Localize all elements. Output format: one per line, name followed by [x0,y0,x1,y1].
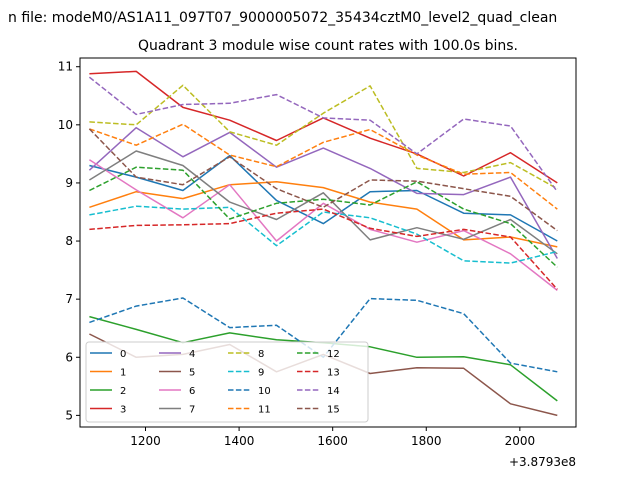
legend-label-10: 10 [258,386,271,397]
legend-label-15: 15 [327,405,340,416]
legend-label-11: 11 [258,405,271,416]
y-tick-label: 9 [65,176,73,190]
series-line-13 [89,208,558,290]
x-tick-label: 1400 [224,434,255,448]
series-line-0 [89,154,558,242]
y-axis: 5 6 7 8 9 10 11 [58,60,80,422]
legend-label-13: 13 [327,368,340,379]
legend-box [85,341,369,423]
series-line-4 [88,126,558,259]
y-tick-label: 11 [58,60,73,74]
legend-label-9: 9 [258,368,264,379]
legend-label-2: 2 [120,386,126,397]
legend-label-12: 12 [327,349,340,360]
chart-title: Quadrant 3 module wise count rates with … [138,38,518,54]
y-tick-label: 6 [65,350,73,364]
series-line-15 [88,128,558,232]
y-tick-label: 8 [65,234,73,248]
y-tick-label: 10 [58,118,73,132]
legend-label-8: 8 [258,349,264,360]
series-line-11 [89,123,558,210]
series-line-7 [89,150,558,255]
legend-label-4: 4 [189,349,195,360]
series-line-8 [89,84,558,190]
x-tick-label: 1200 [130,434,161,448]
y-tick-label: 5 [65,408,73,422]
legend-label-6: 6 [189,386,195,397]
legend-label-5: 5 [189,368,195,379]
y-tick-label: 7 [65,292,73,306]
series-line-14 [88,76,558,193]
series-line-12 [89,166,558,268]
x-tick-label: 1600 [317,434,348,448]
legend-label-0: 0 [120,349,126,360]
series-line-6 [88,159,558,291]
legend-label-7: 7 [189,405,195,416]
x-offset-label: +3.8793e8 [509,455,576,469]
x-tick-label: 2000 [505,434,536,448]
figure-suptitle: n file: modeM0/AS1A11_097T07_9000005072_… [8,10,557,26]
legend-label-3: 3 [120,405,126,416]
x-tick-label: 1800 [411,434,442,448]
legend-label-1: 1 [120,368,126,379]
legend-label-14: 14 [327,386,340,397]
axes-frame [79,57,577,428]
x-axis: 1200 1400 1600 1800 2000 [130,427,535,448]
